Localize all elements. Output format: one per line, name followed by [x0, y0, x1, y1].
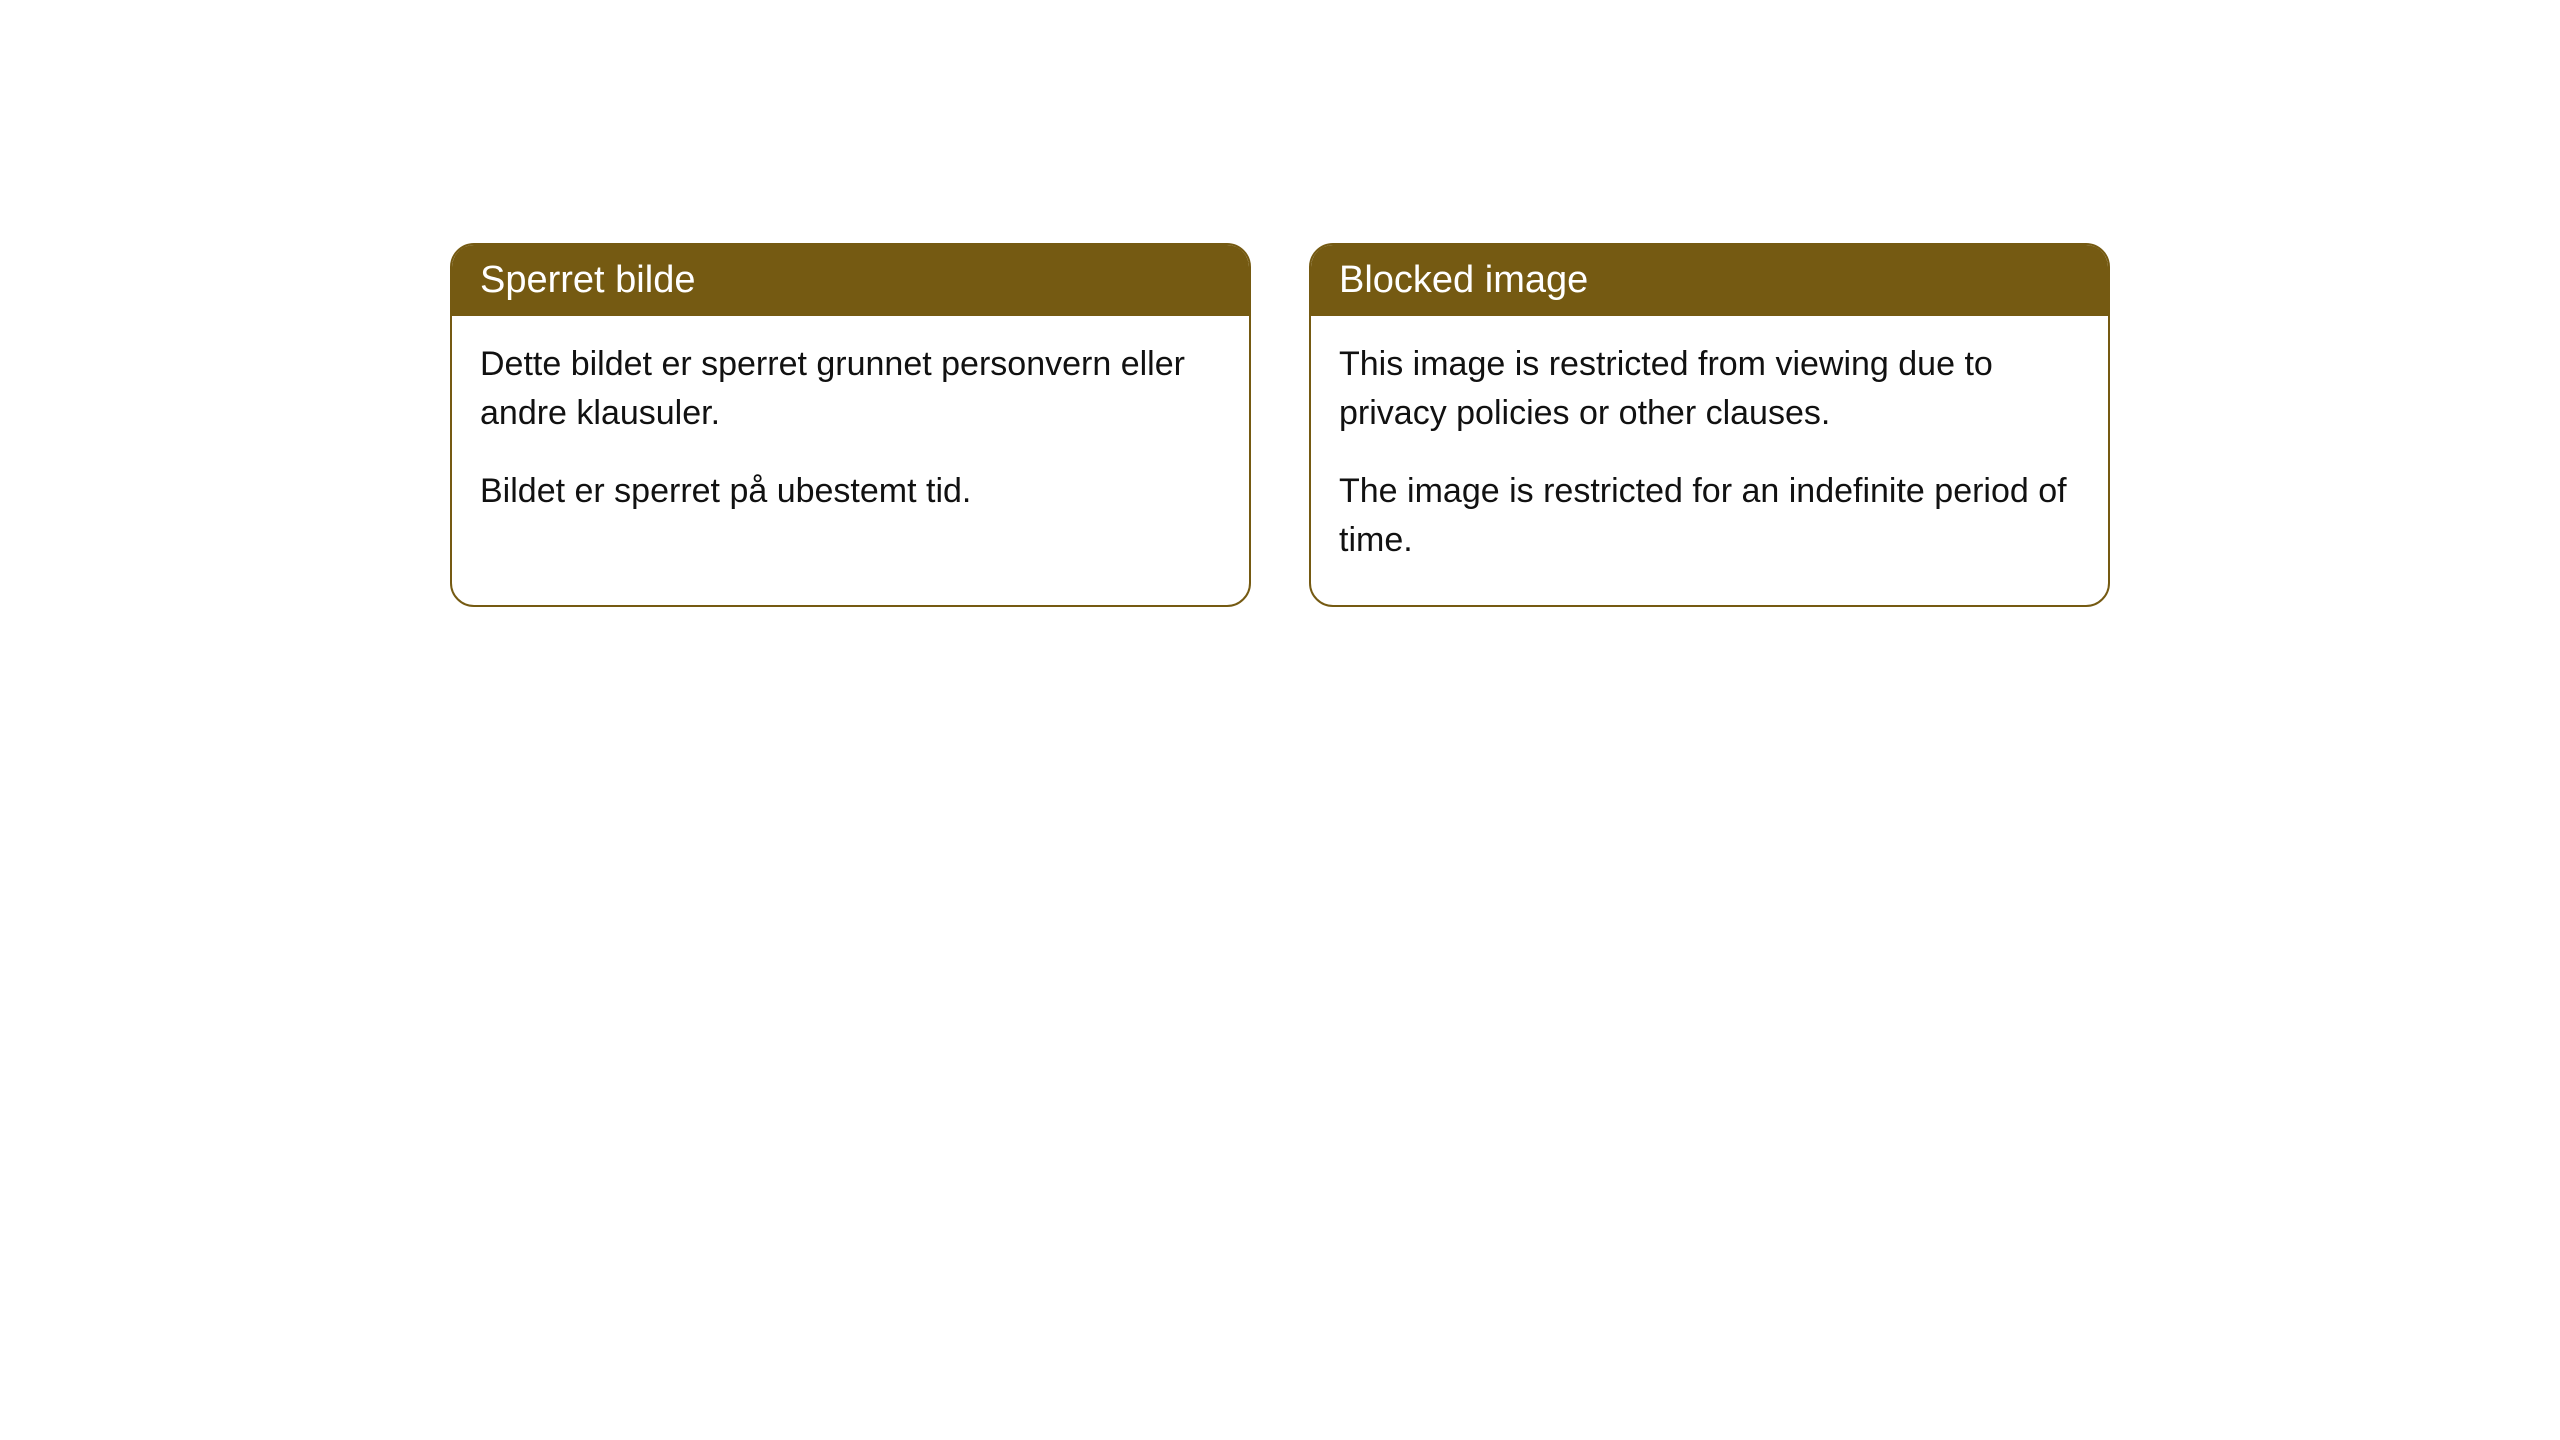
card-paragraph: Dette bildet er sperret grunnet personve… — [480, 340, 1221, 439]
card-paragraph: The image is restricted for an indefinit… — [1339, 467, 2080, 566]
notice-cards-container: Sperret bilde Dette bildet er sperret gr… — [450, 243, 2110, 607]
notice-card-norwegian: Sperret bilde Dette bildet er sperret gr… — [450, 243, 1251, 607]
card-body-english: This image is restricted from viewing du… — [1311, 316, 2108, 605]
card-header-english: Blocked image — [1311, 245, 2108, 316]
card-title: Sperret bilde — [480, 259, 695, 301]
card-body-norwegian: Dette bildet er sperret grunnet personve… — [452, 316, 1249, 556]
card-paragraph: This image is restricted from viewing du… — [1339, 340, 2080, 439]
card-header-norwegian: Sperret bilde — [452, 245, 1249, 316]
card-paragraph: Bildet er sperret på ubestemt tid. — [480, 467, 1221, 516]
card-title: Blocked image — [1339, 259, 1588, 301]
notice-card-english: Blocked image This image is restricted f… — [1309, 243, 2110, 607]
